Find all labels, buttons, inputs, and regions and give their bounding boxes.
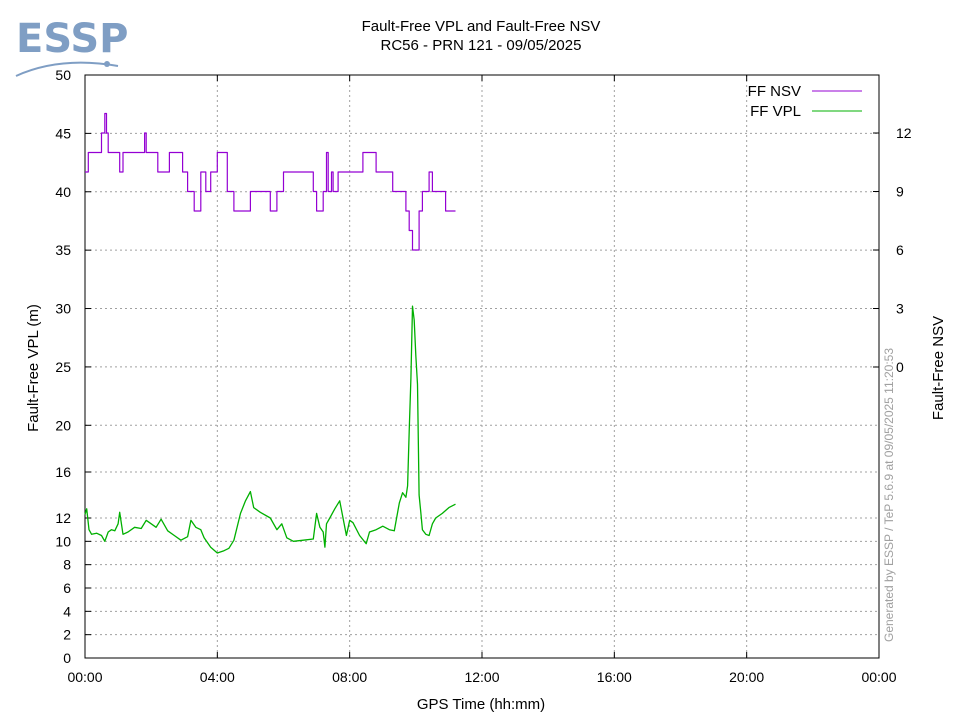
legend-entry-vpl: FF VPL [750, 103, 862, 120]
y-tick-label: 40 [55, 184, 71, 200]
y-tick-label: 4 [63, 603, 71, 619]
y2-tick-label: 3 [896, 301, 904, 317]
y-tick-label: 0 [63, 650, 71, 666]
y2-tick-label: 12 [896, 125, 912, 141]
x-tick-label: 00:00 [861, 669, 896, 685]
series-layer [84, 112, 456, 554]
x-tick-label: 20:00 [729, 669, 764, 685]
y-tick-label: 35 [55, 242, 71, 258]
logo-text: ESSP [16, 16, 128, 62]
y-tick-label: 50 [55, 67, 71, 83]
y-tick-label: 25 [55, 359, 71, 375]
x-tick-label: 12:00 [464, 669, 499, 685]
y-tick-label: 16 [55, 464, 71, 480]
y2-tick-label: 6 [896, 242, 904, 258]
axis-ticks: 00:00 04:00 08:00 12:00 16:00 20:00 00:00 0 2 4 6 8… [55, 67, 911, 685]
grid-lines [85, 75, 879, 658]
x-axis-label: GPS Time (hh:mm) [417, 696, 545, 713]
y-tick-label: 2 [63, 627, 71, 643]
y2-tick-label: 0 [896, 359, 904, 375]
x-tick-label: 08:00 [332, 669, 367, 685]
x-tick-label: 04:00 [200, 669, 235, 685]
y-tick-label: 20 [55, 417, 71, 433]
series-line-ff-nsv [85, 112, 456, 251]
y-tick-label: 30 [55, 301, 71, 317]
chart-subtitle: RC56 - PRN 121 - 09/05/2025 [381, 37, 582, 54]
generated-note: Generated by ESSP / TeP 5.6.9 at 09/05/2… [882, 348, 896, 642]
legend-entry-nsv: FF NSV [748, 83, 862, 100]
y-tick-label: 6 [63, 580, 71, 596]
legend: FF NSV FF VPL [748, 83, 862, 120]
series-line-ff-vpl [84, 305, 456, 554]
x-tick-label: 16:00 [597, 669, 632, 685]
legend-label-nsv: FF NSV [748, 83, 801, 100]
y-tick-label: 8 [63, 557, 71, 573]
y-tick-label: 45 [55, 125, 71, 141]
y2-axis-label: Fault-Free NSV [930, 316, 947, 420]
y-tick-label: 10 [55, 533, 71, 549]
essp-logo: ESSP [15, 16, 128, 77]
chart-title: Fault-Free VPL and Fault-Free NSV [362, 18, 601, 35]
logo-dot [104, 61, 110, 67]
y-axis-label: Fault-Free VPL (m) [25, 304, 42, 432]
y2-tick-label: 9 [896, 184, 904, 200]
y-tick-label: 12 [55, 510, 71, 526]
legend-label-vpl: FF VPL [750, 103, 801, 120]
x-tick-label: 00:00 [67, 669, 102, 685]
